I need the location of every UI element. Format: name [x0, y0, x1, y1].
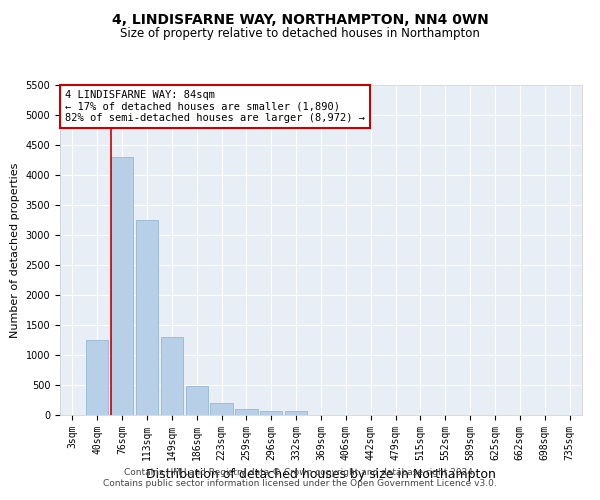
Y-axis label: Number of detached properties: Number of detached properties [10, 162, 20, 338]
Bar [285, 411, 307, 415]
Text: Size of property relative to detached houses in Northampton: Size of property relative to detached ho… [120, 28, 480, 40]
Bar [260, 411, 283, 415]
Text: 4, LINDISFARNE WAY, NORTHAMPTON, NN4 0WN: 4, LINDISFARNE WAY, NORTHAMPTON, NN4 0WN [112, 12, 488, 26]
Text: Contains HM Land Registry data © Crown copyright and database right 2024.
Contai: Contains HM Land Registry data © Crown c… [103, 468, 497, 487]
Text: 4 LINDISFARNE WAY: 84sqm
← 17% of detached houses are smaller (1,890)
82% of sem: 4 LINDISFARNE WAY: 84sqm ← 17% of detach… [65, 90, 365, 123]
X-axis label: Distribution of detached houses by size in Northampton: Distribution of detached houses by size … [146, 468, 496, 481]
Bar [136, 220, 158, 415]
Bar [211, 403, 233, 415]
Bar [111, 157, 133, 415]
Bar [185, 386, 208, 415]
Bar [86, 340, 109, 415]
Bar [161, 337, 183, 415]
Bar [235, 409, 257, 415]
